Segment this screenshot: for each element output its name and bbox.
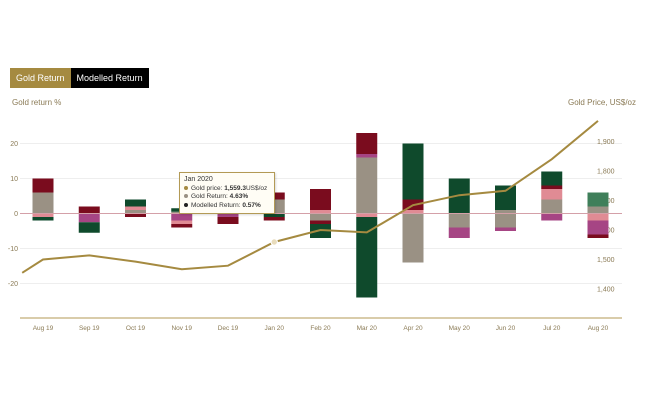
bar-segment [448, 227, 470, 238]
x-tick-label: Jan 20 [264, 325, 284, 332]
right-tick-label: 1,800 [597, 169, 615, 176]
x-tick-label: Mar 20 [357, 325, 378, 332]
right-tick-label: 1,500 [597, 257, 615, 264]
right-axis-title: Gold Price, US$/oz [567, 98, 636, 107]
tab-gold-return[interactable]: Gold Return [10, 68, 71, 88]
gold-price-dot-icon [184, 185, 188, 190]
bar-segment [171, 220, 193, 224]
bar-segment [495, 213, 516, 228]
bar-segment [310, 210, 331, 214]
x-tick-label: May 20 [449, 325, 471, 332]
gold-return-dot-icon [184, 194, 188, 199]
gold-price-line [21, 120, 599, 274]
bar-segment [356, 154, 378, 158]
bar-segment [541, 171, 563, 186]
bar-segment [78, 206, 100, 214]
tab-modelled-return[interactable]: Modelled Return [70, 68, 149, 88]
bar-segment [125, 210, 146, 214]
right-tick-label: 1,900 [597, 139, 615, 146]
bar-segment [125, 206, 146, 210]
x-tick-label: Aug 20 [588, 325, 609, 332]
bar-segment [587, 206, 609, 214]
tooltip-gold-return: Gold Return: 4.63% [184, 193, 270, 202]
bar-segment [263, 213, 285, 217]
tooltip-modelled-return: Modelled Return: 0.57% [184, 202, 270, 211]
bar-segment [171, 213, 193, 221]
series-toggle: Gold Return Modelled Return [10, 68, 149, 88]
bar-segment [495, 227, 516, 231]
x-tick-label: Aug 19 [33, 325, 54, 332]
bar-segment [402, 210, 424, 214]
x-tick-label: Jun 20 [496, 325, 516, 332]
right-tick-label: 1,400 [597, 287, 615, 294]
bar-segment [495, 185, 516, 210]
bar-segment [310, 220, 331, 224]
bar-segment [125, 213, 146, 217]
x-tick-label: Jul 20 [543, 325, 561, 332]
bar-segment [32, 192, 54, 210]
tooltip-title: Jan 2020 [184, 176, 213, 183]
bar-segment [310, 189, 331, 210]
x-tick-label: Dec 19 [218, 325, 239, 332]
left-tick-label: 0 [14, 211, 18, 218]
left-tick-label: 10 [10, 176, 18, 183]
bar-segment [78, 222, 100, 233]
bar-segment [217, 213, 239, 217]
bar-segment [32, 178, 54, 193]
bar-segment [32, 210, 54, 214]
left-tick-label: -10 [8, 246, 18, 253]
left-tick-label: 20 [10, 141, 18, 148]
bar-segment [356, 133, 378, 154]
bar-segment [356, 217, 378, 298]
bar-segment [541, 189, 563, 200]
x-tick-label: Feb 20 [310, 325, 331, 332]
bar-segment [171, 224, 193, 228]
bar-segment [587, 213, 609, 221]
x-tick-label: Oct 19 [126, 325, 146, 332]
bar-segment [125, 199, 146, 207]
bar-segment [587, 220, 609, 235]
bar-segment [356, 213, 378, 217]
tooltip-gold-price: Gold price: 1,559.3US$/oz [184, 185, 270, 194]
bar-segment [541, 199, 563, 214]
x-tick-label: Nov 19 [171, 325, 192, 332]
x-tick-label: Apr 20 [403, 325, 423, 332]
bar-segment [541, 185, 563, 189]
gold-price-highlight-point [270, 238, 278, 246]
left-tick-label: -20 [8, 281, 18, 288]
bar-segment [78, 213, 100, 223]
bar-segment [402, 143, 424, 200]
modelled-return-dot-icon [184, 202, 188, 207]
bar-segment [32, 213, 54, 217]
bar-segment [356, 157, 378, 214]
bar-segment [495, 210, 516, 214]
x-tick-label: Sep 19 [79, 325, 100, 332]
bar-segment [217, 217, 239, 224]
bar-segment [587, 192, 609, 207]
bar-segment [263, 217, 285, 221]
bar-segment [448, 213, 470, 228]
chart-tooltip: Jan 2020 Gold price: 1,559.3US$/oz Gold … [179, 172, 275, 214]
left-axis-title: Gold return % [12, 98, 62, 107]
bar-segment [310, 213, 331, 221]
bar-segment [587, 234, 609, 238]
bar-segment [32, 217, 54, 221]
bar-segment [541, 213, 563, 221]
bar-segment [402, 213, 424, 263]
